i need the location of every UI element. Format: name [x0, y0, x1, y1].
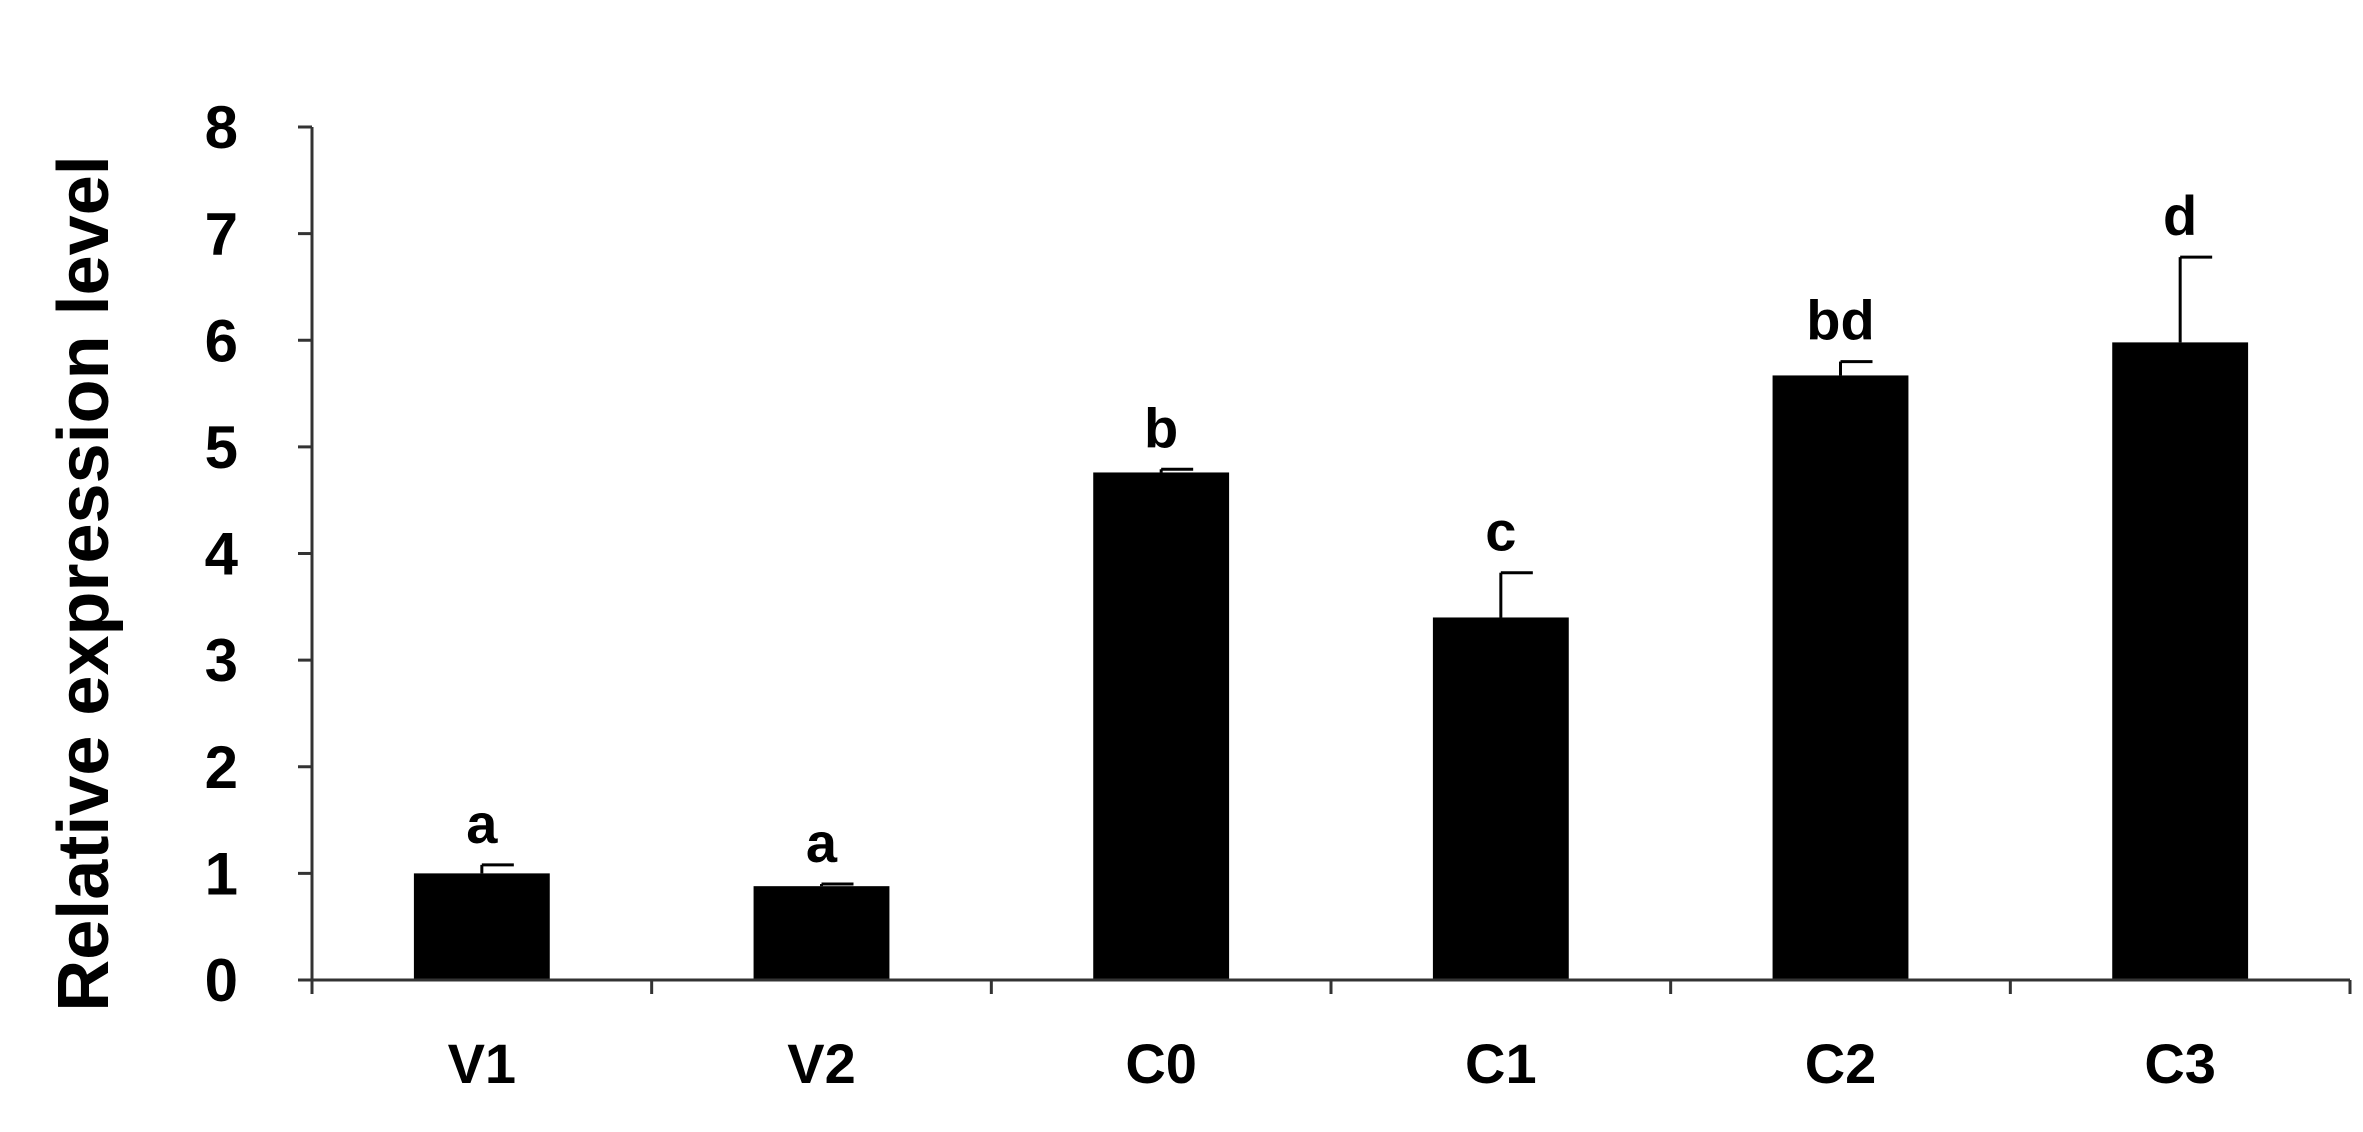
significance-label-v1: a — [466, 792, 498, 855]
x-category-label-c1: C1 — [1465, 1032, 1537, 1095]
error-bar-c2 — [1839, 360, 1873, 376]
bar-c3 — [2112, 342, 2249, 980]
y-tick-label: 3 — [205, 627, 238, 694]
bar-v2 — [753, 886, 890, 980]
y-tick-label: 0 — [205, 947, 238, 1014]
x-axis-ticks: V1 V2 C0 C1 C2 C3 — [310, 980, 2352, 1095]
y-tick-label: 5 — [205, 414, 238, 481]
significance-label-c3: d — [2163, 184, 2197, 247]
y-tick-label: 7 — [205, 201, 238, 268]
y-axis-ticks: 0 1 2 3 4 5 6 7 8 — [205, 94, 312, 1014]
x-category-label-c0: C0 — [1125, 1032, 1197, 1095]
significance-label-c0: b — [1144, 396, 1178, 459]
error-bar-c0 — [1159, 467, 1194, 473]
error-bar-c3 — [2178, 255, 2213, 343]
bar-c1 — [1432, 617, 1569, 980]
bar-c0 — [1093, 472, 1230, 980]
error-bar-v2 — [820, 882, 854, 887]
x-category-label-c3: C3 — [2144, 1032, 2216, 1095]
x-category-label-v1: V1 — [448, 1032, 517, 1095]
error-bar-c1 — [1499, 571, 1533, 618]
x-category-label-c2: C2 — [1805, 1032, 1877, 1095]
x-category-label-v2: V2 — [787, 1032, 856, 1095]
y-axis-title: Relative expression level — [44, 155, 124, 1011]
significance-label-v2: a — [806, 811, 838, 874]
y-tick-label: 2 — [205, 734, 238, 801]
error-bar-v1 — [480, 863, 514, 874]
y-tick-label: 6 — [205, 307, 238, 374]
y-tick-label: 8 — [205, 94, 238, 161]
error-bars — [480, 255, 2213, 887]
bars — [413, 342, 2249, 980]
bar-c2 — [1772, 375, 1909, 980]
bar-v1 — [413, 873, 550, 980]
significance-label-c2: bd — [1806, 289, 1874, 352]
significance-labels: a a b c bd d — [466, 184, 2197, 874]
significance-label-c1: c — [1485, 500, 1516, 563]
y-tick-label: 4 — [205, 521, 239, 588]
y-tick-label: 1 — [205, 840, 238, 907]
